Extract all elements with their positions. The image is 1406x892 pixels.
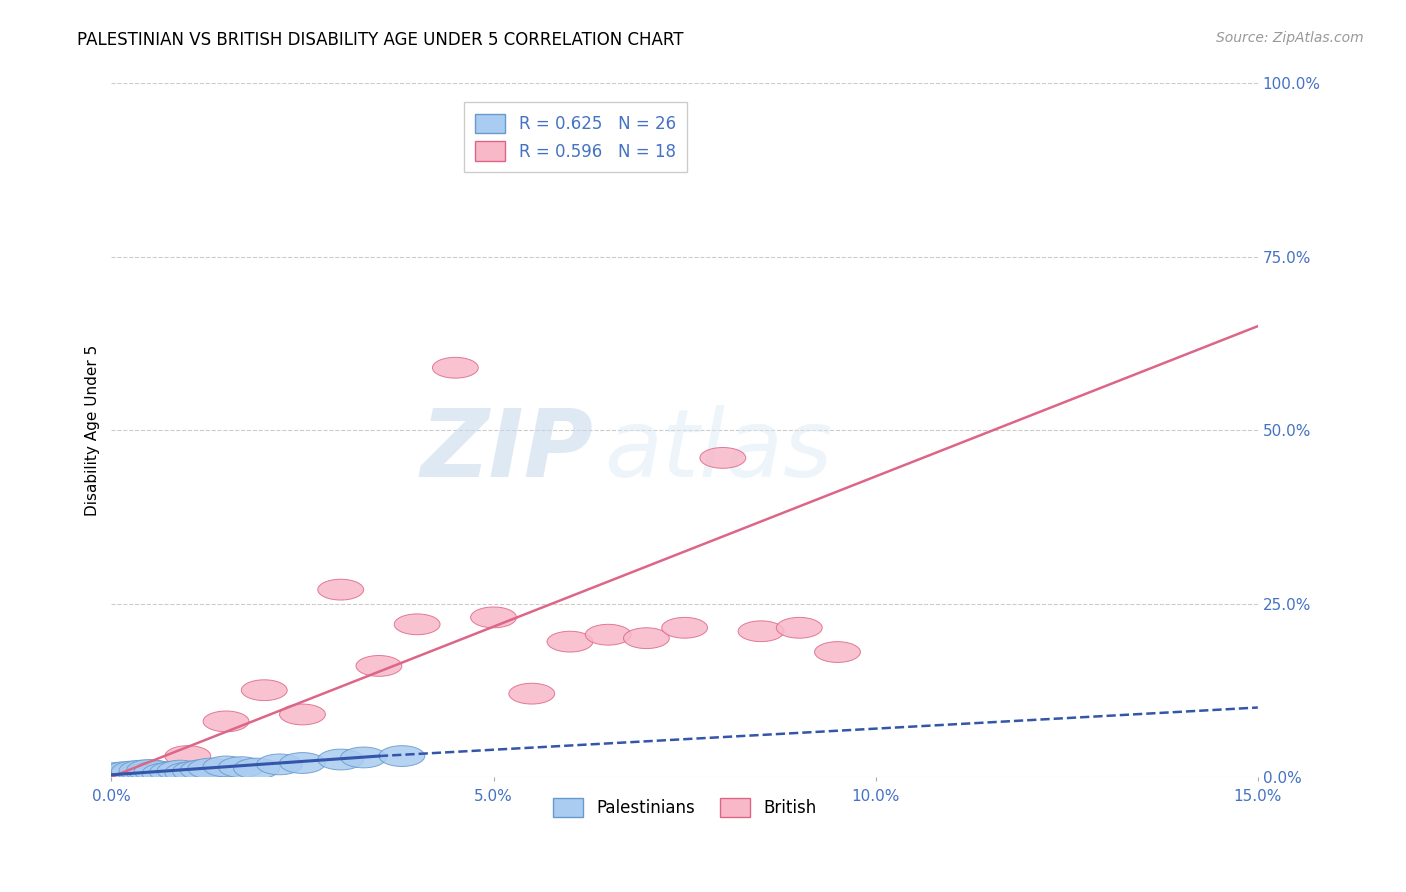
Ellipse shape <box>149 762 195 782</box>
Text: atlas: atlas <box>605 406 832 497</box>
Ellipse shape <box>242 680 287 700</box>
Ellipse shape <box>104 764 149 785</box>
Ellipse shape <box>96 764 142 784</box>
Ellipse shape <box>202 756 249 777</box>
Ellipse shape <box>471 607 516 628</box>
Ellipse shape <box>96 763 142 783</box>
Ellipse shape <box>394 614 440 635</box>
Ellipse shape <box>111 761 157 781</box>
Text: PALESTINIAN VS BRITISH DISABILITY AGE UNDER 5 CORRELATION CHART: PALESTINIAN VS BRITISH DISABILITY AGE UN… <box>77 31 683 49</box>
Ellipse shape <box>111 763 157 784</box>
Ellipse shape <box>547 632 593 652</box>
Ellipse shape <box>509 683 555 704</box>
Ellipse shape <box>120 764 165 784</box>
Ellipse shape <box>340 747 387 768</box>
Ellipse shape <box>318 749 364 770</box>
Ellipse shape <box>776 617 823 638</box>
Ellipse shape <box>202 711 249 731</box>
Ellipse shape <box>585 624 631 645</box>
Ellipse shape <box>814 641 860 663</box>
Ellipse shape <box>218 756 264 778</box>
Ellipse shape <box>257 754 302 775</box>
Ellipse shape <box>233 758 280 779</box>
Ellipse shape <box>662 617 707 638</box>
Ellipse shape <box>738 621 785 641</box>
Ellipse shape <box>104 762 149 782</box>
Text: ZIP: ZIP <box>420 405 593 497</box>
Ellipse shape <box>157 760 202 781</box>
Legend: Palestinians, British: Palestinians, British <box>546 791 823 824</box>
Y-axis label: Disability Age Under 5: Disability Age Under 5 <box>86 344 100 516</box>
Ellipse shape <box>127 759 173 780</box>
Ellipse shape <box>623 628 669 648</box>
Ellipse shape <box>173 761 218 781</box>
Ellipse shape <box>142 763 188 784</box>
Ellipse shape <box>180 759 226 780</box>
Ellipse shape <box>280 753 325 773</box>
Ellipse shape <box>127 763 173 783</box>
Ellipse shape <box>165 746 211 766</box>
Ellipse shape <box>188 758 233 779</box>
Ellipse shape <box>378 746 425 766</box>
Ellipse shape <box>165 763 211 783</box>
Ellipse shape <box>120 760 165 781</box>
Ellipse shape <box>356 656 402 676</box>
Ellipse shape <box>280 704 325 725</box>
Ellipse shape <box>700 448 745 468</box>
Text: Source: ZipAtlas.com: Source: ZipAtlas.com <box>1216 31 1364 45</box>
Ellipse shape <box>135 761 180 781</box>
Ellipse shape <box>433 358 478 378</box>
Ellipse shape <box>318 579 364 600</box>
